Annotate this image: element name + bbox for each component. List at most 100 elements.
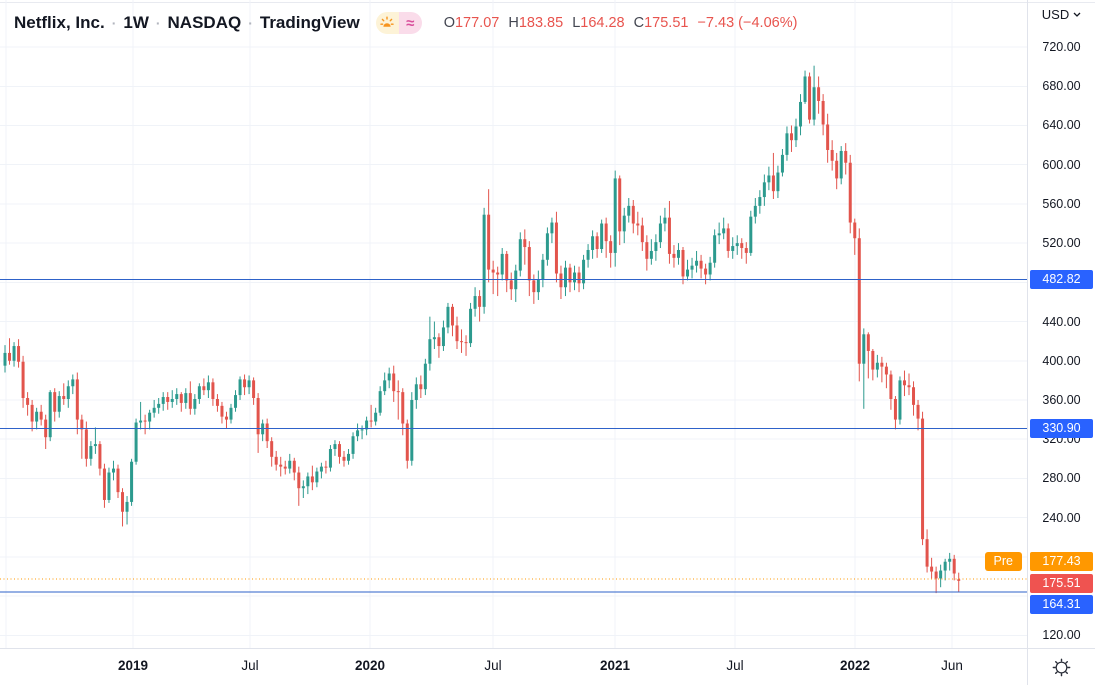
candle <box>600 219 604 253</box>
candle <box>342 450 346 467</box>
candle <box>292 457 296 481</box>
currency-label: USD <box>1041 6 1070 22</box>
time-tick-label: 2021 <box>599 658 631 673</box>
candle <box>256 393 260 453</box>
candle <box>464 335 468 356</box>
candle <box>134 418 138 465</box>
candle <box>902 370 906 397</box>
candle <box>75 372 79 435</box>
candle <box>324 460 328 474</box>
candle <box>731 237 735 259</box>
candle <box>708 256 712 281</box>
candle <box>785 126 789 161</box>
candle <box>243 374 247 396</box>
tradingview-attribution-link[interactable]: TradingView <box>259 13 360 32</box>
candle <box>157 398 161 414</box>
candle <box>939 564 943 588</box>
candle <box>3 345 7 373</box>
open-value: 177.07 <box>454 15 500 31</box>
interval-label[interactable]: 1W <box>123 13 149 32</box>
candle <box>631 199 635 234</box>
candle <box>206 375 210 399</box>
candle <box>337 441 341 464</box>
price-badge-level-330: 330.90 <box>1030 419 1093 438</box>
candle <box>265 418 269 449</box>
price-badge-level-482: 482.82 <box>1030 270 1093 290</box>
price-scale-settings-button[interactable] <box>1027 648 1095 685</box>
candle <box>224 411 228 429</box>
candle <box>812 65 816 126</box>
top-border <box>0 2 1095 3</box>
price-scale[interactable]: USD 720.00 680.00 640.00 600.00 560.00 520.00… <box>1027 0 1095 648</box>
candle <box>21 355 25 408</box>
candle <box>545 227 549 266</box>
candle <box>274 450 278 471</box>
candle <box>35 407 39 430</box>
close-value: 175.51 <box>644 15 689 31</box>
candle <box>98 441 102 476</box>
candle <box>898 376 902 425</box>
candle <box>518 232 522 277</box>
candle <box>771 152 775 200</box>
candle <box>672 245 676 268</box>
candle <box>803 70 807 104</box>
candle <box>401 388 405 436</box>
candle <box>62 383 66 405</box>
chart-legend: Netflix, Inc. · 1W · NASDAQ · TradingVie… <box>14 12 797 34</box>
candle <box>658 215 662 249</box>
price-badge-premarket: 177.43 <box>1030 551 1093 571</box>
candle <box>491 260 495 295</box>
high-value: 183.85 <box>518 15 564 31</box>
price-tick-label: 240.00 <box>1042 510 1081 525</box>
candle <box>699 254 703 279</box>
candle <box>753 198 757 224</box>
candle <box>378 386 382 416</box>
candle <box>912 381 916 416</box>
level-lines-layer <box>0 279 1027 593</box>
candle <box>758 190 762 214</box>
candle <box>604 217 608 258</box>
candle <box>387 367 391 389</box>
candle <box>184 388 188 409</box>
candle <box>197 383 201 404</box>
candle <box>84 421 88 467</box>
candle <box>695 250 699 273</box>
candle <box>830 140 834 171</box>
time-tick-label: Jun <box>941 658 963 673</box>
candle <box>559 265 563 300</box>
candle <box>360 425 364 440</box>
candle <box>39 404 43 426</box>
candle <box>215 394 219 412</box>
candle <box>369 404 373 428</box>
candle <box>446 302 450 334</box>
candle <box>478 290 482 322</box>
chevron-down-icon <box>1073 12 1081 17</box>
candle <box>179 392 183 412</box>
candle <box>663 207 667 232</box>
time-scale[interactable]: 2019 Jul 2020 Jul 2021 Jul 2022 Jun <box>0 648 1027 685</box>
chart-canvas[interactable]: Netflix, Inc. · 1W · NASDAQ · TradingVie… <box>0 0 1027 648</box>
candle <box>880 356 884 383</box>
separator-dot: · <box>111 15 117 31</box>
time-tick-label: Jul <box>484 658 502 673</box>
candle <box>351 432 355 459</box>
candle <box>817 76 821 114</box>
candle <box>12 342 16 367</box>
candle <box>776 165 780 199</box>
candle <box>455 316 459 349</box>
market-status-indicator[interactable]: ≈ <box>375 12 422 34</box>
price-tick-label: 560.00 <box>1042 196 1081 211</box>
candle <box>220 401 224 424</box>
candle <box>925 529 929 573</box>
currency-menu[interactable]: USD <box>1028 0 1095 28</box>
candle <box>93 427 97 454</box>
candle <box>234 390 238 412</box>
gear-icon <box>1052 658 1071 676</box>
exchange-label[interactable]: NASDAQ <box>167 13 242 32</box>
symbol-name[interactable]: Netflix, Inc. <box>14 13 105 32</box>
candle <box>523 229 527 265</box>
candle <box>609 235 613 268</box>
candlestick-plot <box>0 0 1027 648</box>
candle <box>356 423 360 442</box>
candle <box>595 232 599 258</box>
